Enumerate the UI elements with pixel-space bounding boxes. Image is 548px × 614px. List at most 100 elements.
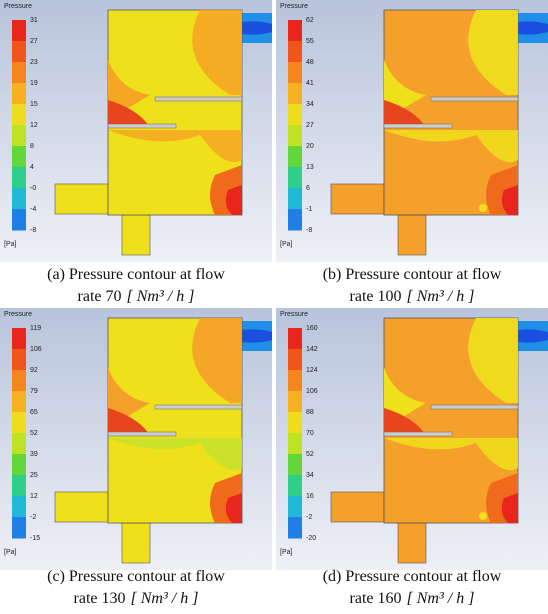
colorbar-label: -8 — [306, 227, 312, 234]
caption-unit: [ Nm³ / h ] — [406, 590, 475, 607]
colorbar-label: 52 — [306, 451, 314, 458]
colorbar-band — [12, 167, 26, 189]
contour-zone — [479, 512, 487, 520]
colorbar-label: 20 — [306, 143, 314, 150]
legend-title: Pressure — [4, 3, 32, 10]
legend-title: Pressure — [280, 311, 308, 318]
colorbar-label: -20 — [306, 535, 316, 542]
colorbar-label: 4 — [30, 164, 34, 171]
colorbar-label: 27 — [306, 122, 314, 129]
colorbar-label: 39 — [30, 451, 38, 458]
lower-baffle — [383, 431, 453, 437]
colorbar-band — [288, 391, 302, 413]
contour-zone — [108, 408, 150, 436]
contour-zone — [192, 10, 242, 95]
colorbar-band — [12, 209, 26, 231]
upper-baffle — [154, 96, 243, 102]
contour-zone — [203, 204, 211, 212]
colorbar-unit: [Pa] — [4, 241, 17, 248]
colorbar-band — [288, 475, 302, 497]
outlet — [397, 214, 427, 256]
contour-zone — [108, 130, 242, 163]
colorbar-band — [12, 496, 26, 518]
lower-baffle — [383, 123, 453, 129]
colorbar-band — [288, 454, 302, 476]
colorbar-band — [12, 370, 26, 392]
colorbar-band — [288, 146, 302, 168]
colorbar-label: 27 — [30, 38, 38, 45]
caption: (b) Pressure contour at flow rate 100[ Nm… — [276, 264, 548, 308]
colorbar-label: 16 — [306, 493, 314, 500]
colorbar-label: -8 — [30, 227, 36, 234]
caption: (c) Pressure contour at flow rate 130[ Nm… — [0, 566, 272, 610]
contour-zone — [384, 438, 518, 471]
colorbar-unit: [Pa] — [280, 241, 293, 248]
contour-panel: Pressure 31 27 23 19 15 12 8 4 -0 -4 -8 [Pa] — [0, 0, 272, 262]
colorbar-band — [12, 475, 26, 497]
legend-title: Pressure — [4, 311, 32, 318]
caption-unit: [ Nm³ / h ] — [130, 590, 199, 607]
legend-title: Pressure — [280, 3, 308, 10]
colorbar-label: 34 — [306, 472, 314, 479]
inlet-jet — [242, 329, 272, 343]
colorbar-label: 160 — [306, 325, 318, 332]
colorbar-band — [288, 20, 302, 42]
caption: (a) Pressure contour at flow rate 70[ Nm³… — [0, 264, 272, 308]
contour-zone — [108, 100, 150, 128]
caption-line: rate 70[ Nm³ / h ] — [0, 286, 272, 308]
colorbar-band — [12, 412, 26, 434]
colorbar-label: 25 — [30, 472, 38, 479]
colorbar-band — [288, 496, 302, 518]
inlet-jet — [518, 329, 548, 343]
caption-line: rate 160[ Nm³ / h ] — [276, 588, 548, 610]
colorbar-label: 119 — [30, 325, 41, 332]
caption-rate: rate 70 — [77, 288, 122, 305]
contour-zone — [384, 408, 426, 436]
outlet — [121, 214, 151, 256]
colorbar-band — [12, 41, 26, 63]
colorbar-band — [12, 454, 26, 476]
colorbar-label: 92 — [30, 367, 38, 374]
colorbar-band — [12, 146, 26, 168]
colorbar-label: -4 — [30, 206, 36, 213]
colorbar-band — [288, 167, 302, 189]
colorbar-label: 88 — [306, 409, 314, 416]
colorbar-unit: [Pa] — [4, 549, 17, 556]
colorbar-label: 31 — [30, 17, 38, 24]
upper-baffle — [154, 404, 243, 410]
contour-zone — [501, 185, 518, 215]
colorbar-label: -2 — [306, 514, 312, 521]
contour-zone — [203, 512, 211, 520]
caption-rate: rate 130 — [73, 590, 126, 607]
contour-plot: Pressure 160 142 124 106 88 70 52 34 16 -2 -20 [Pa] — [276, 308, 548, 570]
contour-zone — [468, 318, 518, 403]
colorbar-band — [288, 41, 302, 63]
colorbar-label: -1 — [306, 206, 312, 213]
contour-zone — [479, 204, 487, 212]
contour-plot: Pressure 62 55 48 41 34 27 20 13 6 -1 -8 [Pa] — [276, 0, 548, 262]
colorbar-band — [288, 188, 302, 210]
colorbar-label: 6 — [306, 185, 310, 192]
caption-line: (d) Pressure contour at flow — [322, 568, 502, 585]
colorbar-band — [288, 104, 302, 126]
colorbar-label: 12 — [30, 493, 38, 500]
colorbar-band — [288, 209, 302, 231]
colorbar-band — [12, 391, 26, 413]
colorbar-band — [288, 62, 302, 84]
contour-panel: Pressure 62 55 48 41 34 27 20 13 6 -1 -8 [Pa] — [276, 0, 548, 262]
caption-line: (b) Pressure contour at flow — [322, 266, 502, 283]
colorbar-band — [12, 517, 26, 539]
caption: (d) Pressure contour at flow rate 160[ Nm… — [276, 566, 548, 610]
colorbar-label: 12 — [30, 122, 38, 129]
colorbar-label: 19 — [30, 80, 38, 87]
contour-zone — [108, 438, 242, 471]
caption-rate: rate 160 — [349, 590, 402, 607]
colorbar-band — [288, 125, 302, 147]
colorbar-label: 70 — [306, 430, 314, 437]
colorbar-label: -15 — [30, 535, 40, 542]
colorbar-band — [288, 433, 302, 455]
colorbar-label: 23 — [30, 59, 38, 66]
left-inlet — [330, 183, 385, 215]
colorbar-band — [12, 20, 26, 42]
